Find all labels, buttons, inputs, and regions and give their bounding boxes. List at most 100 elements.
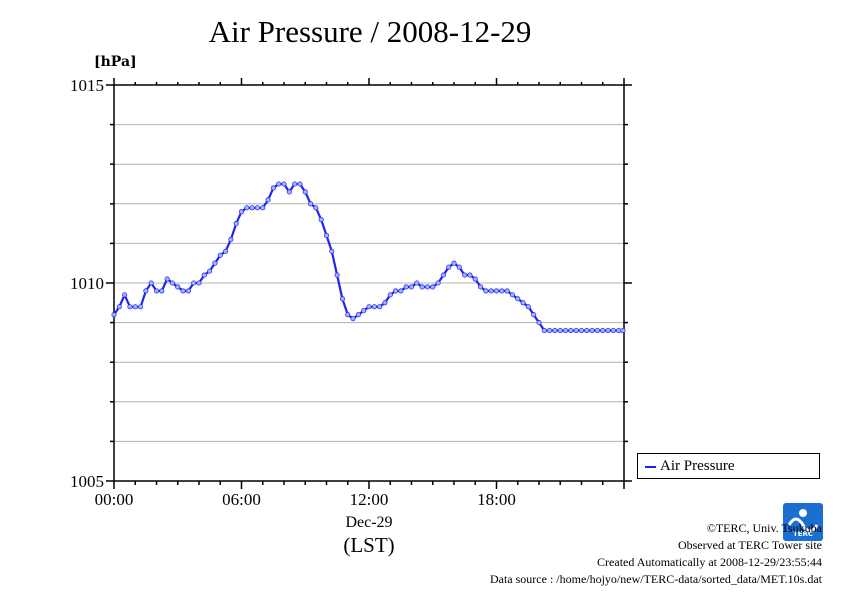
data-point [594,327,600,334]
data-point [451,260,457,266]
data-point [578,327,585,334]
data-point [297,181,303,187]
data-point [361,308,367,314]
data-point [371,304,377,310]
data-point [159,288,165,294]
data-point [605,327,611,334]
legend-swatch [645,466,656,468]
data-point [323,232,330,239]
data-point [355,312,361,318]
data-point [589,327,595,334]
data-point [127,304,133,310]
data-point [148,280,154,286]
x-tick-label: 18:00 [477,490,516,509]
data-point [228,236,234,242]
data-point [207,268,213,274]
data-point [196,280,202,286]
terc-logo: TERC [783,503,823,541]
data-point [610,327,616,334]
data-point [547,327,553,334]
data-point [244,205,250,211]
data-point [116,304,122,310]
data-point [138,304,144,310]
legend-label: Air Pressure [660,458,735,474]
data-point [350,316,356,322]
series-points-air-pressure [111,181,626,334]
data-point [552,327,558,334]
data-point [393,288,399,294]
data-point [541,327,547,334]
data-point [525,304,531,310]
data-point [408,284,415,290]
data-point [600,327,606,334]
x-axis-label: (LST) [343,533,394,557]
data-point [122,292,128,298]
copyright-text: ©TERC, Univ. Tsukuba [706,521,822,535]
data-point [531,312,537,318]
data-point [281,181,287,187]
data-point [509,292,515,298]
data-point [504,288,510,294]
data-point [185,288,191,294]
data-point [345,312,351,318]
data-point [249,205,255,211]
data-point [536,320,542,326]
data-point [212,260,218,266]
y-axis-unit: [hPa] [94,54,137,70]
data-point [440,272,446,278]
data-point [265,197,271,203]
data-point [223,248,229,254]
data-point [435,280,441,286]
data-point [175,284,181,290]
data-point [520,300,526,306]
data-point [366,304,372,310]
x-tick-label: 12:00 [350,490,389,509]
data-point [446,264,452,270]
data-point [143,288,149,294]
data-point [488,288,494,294]
y-tick-label: 1015 [70,76,104,95]
data-point [573,327,579,334]
data-point [308,201,314,207]
data-point [233,221,239,227]
data-point [403,284,409,290]
data-point [515,296,521,302]
data-point [467,272,473,278]
data-point [430,284,436,290]
data-point [398,288,404,294]
grid-lines [114,124,624,442]
observed-text: Observed at TERC Tower site [677,538,822,552]
data-point [456,264,462,270]
credits: ©TERC, Univ. Tsukuba Observed at TERC To… [490,520,822,588]
date-label: Dec-29 [345,514,392,531]
data-point [111,312,117,318]
data-point [153,288,160,294]
data-point [499,288,505,294]
x-tick-label: 00:00 [95,490,134,509]
data-point [387,292,393,298]
data-point [483,288,489,294]
data-point [493,288,500,294]
data-point [286,189,292,195]
data-point [132,304,138,310]
data-point [318,217,324,223]
data-point [563,327,569,334]
data-point [419,284,425,290]
data-point [377,304,383,310]
source-text: Data source : /home/hojyo/new/TERC-data/… [489,572,822,586]
data-point [616,327,622,334]
data-point [478,284,484,290]
data-point [260,205,266,211]
data-point [180,288,186,294]
data-point [164,276,170,282]
data-point [201,272,207,278]
data-point [557,327,563,334]
data-point [568,327,574,334]
data-point [169,280,175,286]
data-point [339,296,345,302]
x-axis: 00:00 06:00 12:00 18:00 [95,78,625,509]
data-point [424,284,430,290]
data-point [414,280,420,286]
data-point [276,181,282,187]
